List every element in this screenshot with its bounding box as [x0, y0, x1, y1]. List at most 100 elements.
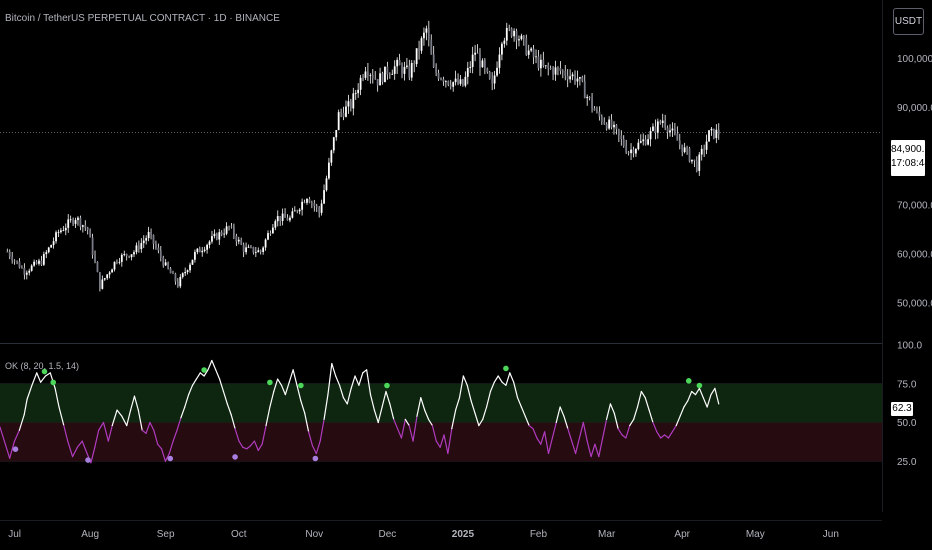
- candle[interactable]: [505, 22, 508, 46]
- candle[interactable]: [420, 36, 423, 54]
- candle[interactable]: [410, 60, 413, 81]
- candle[interactable]: [681, 144, 684, 157]
- candle[interactable]: [16, 260, 18, 265]
- candle[interactable]: [21, 265, 23, 269]
- candle[interactable]: [430, 34, 433, 55]
- candle[interactable]: [52, 237, 55, 249]
- candle[interactable]: [557, 66, 559, 76]
- candle[interactable]: [267, 230, 269, 241]
- candle[interactable]: [535, 49, 537, 64]
- candle[interactable]: [313, 199, 316, 212]
- candle[interactable]: [123, 250, 126, 257]
- candle[interactable]: [6, 248, 9, 253]
- candle[interactable]: [388, 72, 391, 79]
- candle[interactable]: [335, 130, 338, 141]
- candle[interactable]: [25, 270, 28, 280]
- candle[interactable]: [254, 246, 257, 258]
- candle[interactable]: [284, 208, 286, 218]
- candle[interactable]: [42, 251, 45, 266]
- candle[interactable]: [359, 74, 362, 96]
- candle[interactable]: [627, 151, 630, 156]
- candle[interactable]: [276, 210, 279, 227]
- candle[interactable]: [688, 146, 691, 163]
- candle[interactable]: [527, 44, 530, 59]
- candle[interactable]: [700, 145, 703, 161]
- candle[interactable]: [610, 114, 613, 130]
- candle[interactable]: [479, 48, 481, 76]
- candle[interactable]: [237, 236, 240, 245]
- candle[interactable]: [235, 233, 238, 247]
- candle[interactable]: [678, 133, 681, 150]
- candle[interactable]: [444, 80, 447, 88]
- candle[interactable]: [332, 136, 335, 154]
- candle[interactable]: [620, 130, 623, 146]
- candle[interactable]: [57, 229, 60, 238]
- candle[interactable]: [483, 58, 486, 75]
- candle[interactable]: [206, 243, 208, 254]
- candle[interactable]: [152, 234, 155, 250]
- candle[interactable]: [298, 208, 301, 215]
- price-candles[interactable]: [6, 20, 720, 292]
- candle[interactable]: [564, 64, 567, 81]
- candle[interactable]: [715, 124, 718, 144]
- candle[interactable]: [159, 245, 162, 262]
- candle[interactable]: [157, 243, 160, 254]
- candle[interactable]: [349, 98, 352, 112]
- oscillator-series[interactable]: [0, 359, 720, 464]
- candle[interactable]: [120, 253, 123, 267]
- candle[interactable]: [137, 240, 140, 253]
- candle[interactable]: [215, 232, 218, 241]
- candle[interactable]: [89, 228, 92, 238]
- candle[interactable]: [539, 54, 542, 77]
- candle[interactable]: [289, 215, 291, 223]
- candle[interactable]: [176, 278, 179, 288]
- candle[interactable]: [347, 94, 350, 114]
- candle[interactable]: [196, 248, 199, 255]
- candle[interactable]: [81, 224, 84, 233]
- candle[interactable]: [693, 159, 696, 167]
- candle[interactable]: [279, 216, 282, 226]
- candle[interactable]: [542, 51, 545, 68]
- candle[interactable]: [405, 57, 408, 69]
- candle[interactable]: [293, 206, 296, 212]
- candle[interactable]: [596, 106, 598, 114]
- candle[interactable]: [537, 50, 540, 71]
- candle[interactable]: [669, 124, 671, 137]
- candle[interactable]: [561, 69, 564, 79]
- candle[interactable]: [35, 260, 38, 265]
- candle[interactable]: [201, 246, 204, 257]
- candle[interactable]: [367, 63, 369, 81]
- candle[interactable]: [184, 267, 187, 277]
- candle[interactable]: [493, 70, 496, 90]
- candle[interactable]: [301, 198, 304, 216]
- candle[interactable]: [622, 135, 625, 148]
- candle[interactable]: [379, 67, 381, 86]
- candle[interactable]: [466, 61, 469, 85]
- candle[interactable]: [230, 222, 233, 229]
- candle[interactable]: [38, 258, 40, 266]
- candle[interactable]: [281, 208, 284, 226]
- candle[interactable]: [576, 70, 579, 88]
- candle[interactable]: [464, 71, 467, 88]
- candle[interactable]: [113, 261, 116, 272]
- candle[interactable]: [427, 20, 430, 47]
- candle[interactable]: [118, 257, 121, 265]
- candle[interactable]: [603, 117, 606, 125]
- candle[interactable]: [167, 261, 170, 270]
- candle[interactable]: [86, 226, 89, 235]
- candle[interactable]: [252, 246, 255, 255]
- candle[interactable]: [554, 60, 557, 81]
- candle[interactable]: [164, 259, 167, 267]
- candle[interactable]: [150, 228, 152, 240]
- candle[interactable]: [566, 69, 569, 88]
- candle[interactable]: [145, 235, 148, 245]
- candle[interactable]: [549, 65, 552, 70]
- candle[interactable]: [386, 61, 389, 80]
- candle[interactable]: [147, 226, 150, 242]
- currency-button[interactable]: USDT: [893, 8, 924, 35]
- candle[interactable]: [508, 24, 511, 32]
- candle[interactable]: [259, 249, 262, 255]
- candle[interactable]: [578, 76, 581, 86]
- candle[interactable]: [84, 220, 87, 231]
- candle[interactable]: [544, 65, 547, 69]
